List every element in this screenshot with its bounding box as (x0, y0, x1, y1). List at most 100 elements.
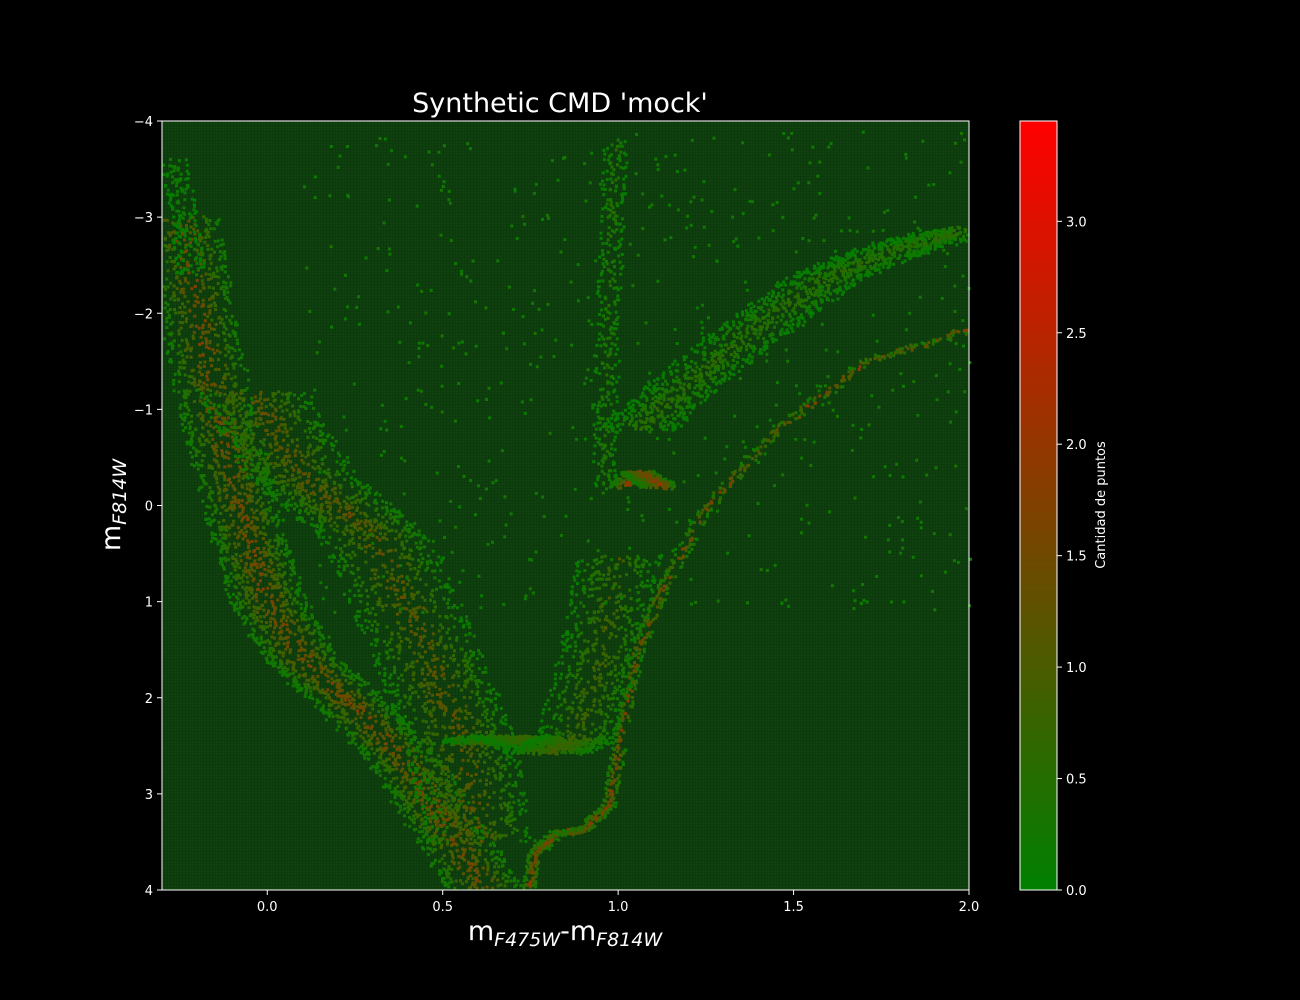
heatmap-cell (497, 857, 501, 861)
heatmap-cell (400, 574, 404, 578)
heatmap-cell (266, 586, 270, 590)
heatmap-cell (404, 741, 408, 745)
heatmap-cell (416, 762, 420, 766)
heatmap-cell (412, 828, 416, 832)
heatmap-cell (205, 410, 209, 414)
heatmap-cell (395, 727, 399, 731)
heatmap-cell (408, 824, 412, 828)
heatmap-cell (432, 861, 436, 865)
heatmap-cell (405, 722, 409, 726)
heatmap-cell (396, 683, 400, 687)
heatmap-cell (328, 696, 332, 700)
heatmap-cell (404, 527, 408, 531)
heatmap-cell (509, 755, 513, 759)
heatmap-cell (416, 745, 419, 749)
heatmap-cell (184, 426, 188, 430)
heatmap-cell (185, 226, 189, 230)
heatmap-cell (444, 615, 448, 618)
heatmap-cell (295, 444, 299, 448)
heatmap-cell (198, 343, 201, 346)
heatmap-cell (229, 572, 233, 575)
heatmap-cell (344, 678, 348, 682)
heatmap-cell (484, 849, 488, 852)
heatmap-cell (398, 635, 402, 639)
heatmap-cell (407, 749, 411, 753)
heatmap-cell (342, 568, 346, 572)
heatmap-cell (452, 649, 456, 653)
heatmap-cell (231, 555, 234, 559)
heatmap-cell (407, 527, 411, 531)
heatmap-cell (356, 623, 360, 627)
heatmap-cell (508, 725, 512, 729)
heatmap-cell (392, 507, 396, 511)
heatmap-cell (477, 821, 481, 825)
heatmap-cell (287, 400, 291, 404)
heatmap-cell (350, 706, 354, 710)
heatmap-cell (500, 789, 504, 793)
heatmap-cell (472, 726, 476, 730)
heatmap-cell (234, 398, 238, 402)
heatmap-cell (195, 450, 199, 454)
heatmap-cell (400, 595, 403, 599)
heatmap-cell (298, 418, 302, 422)
heatmap-cell (187, 243, 191, 247)
heatmap-cell (386, 721, 390, 725)
heatmap-cell (186, 268, 190, 272)
heatmap-cell (214, 304, 217, 308)
heatmap-cell (225, 421, 229, 425)
heatmap-cell (409, 664, 412, 668)
heatmap-cell (295, 518, 299, 522)
heatmap-cell (185, 229, 189, 233)
heatmap-cell (170, 331, 174, 335)
heatmap-cell (481, 723, 485, 727)
heatmap-cell (226, 434, 230, 438)
heatmap-cell (269, 624, 272, 628)
heatmap-cell (242, 397, 246, 401)
heatmap-cell (366, 594, 370, 598)
heatmap-cell (330, 560, 334, 564)
heatmap-cell (234, 557, 238, 561)
heatmap-cell (214, 443, 218, 447)
heatmap-cell (251, 578, 255, 582)
heatmap-cell (358, 491, 362, 495)
heatmap-cell (214, 504, 218, 508)
heatmap-cell (212, 518, 216, 522)
heatmap-cell (459, 647, 463, 651)
heatmap-cell (279, 619, 283, 623)
heatmap-cell (168, 308, 172, 312)
heatmap-cell (447, 872, 451, 876)
heatmap-cell (378, 524, 382, 528)
heatmap-cell (221, 563, 224, 567)
heatmap-cell (407, 791, 411, 795)
heatmap-cell (349, 675, 353, 679)
heatmap-cell (442, 660, 446, 664)
heatmap-cell (442, 806, 446, 810)
heatmap-cell (475, 703, 479, 707)
heatmap-cell (330, 690, 334, 694)
heatmap-cell (355, 675, 359, 679)
heatmap-cell (447, 685, 451, 689)
heatmap-cell (463, 804, 467, 808)
heatmap-cell (319, 665, 323, 669)
heatmap-cell (386, 579, 390, 583)
heatmap-cell (233, 495, 237, 499)
heatmap-cell (227, 346, 231, 350)
heatmap-cell (204, 236, 208, 239)
heatmap-cell (383, 532, 387, 536)
heatmap-cell (248, 549, 252, 553)
heatmap-cell (482, 704, 486, 708)
heatmap-cell (207, 420, 211, 424)
heatmap-cell (233, 421, 237, 425)
heatmap-cell (354, 501, 358, 504)
heatmap-cell (504, 722, 508, 726)
heatmap-cell (246, 420, 250, 424)
heatmap-cell (232, 519, 236, 523)
heatmap-cell (438, 808, 442, 812)
heatmap-cell (415, 659, 419, 663)
heatmap-cell (283, 480, 287, 484)
heatmap-cell (234, 362, 238, 366)
heatmap-cell (421, 704, 425, 708)
heatmap-cell (205, 220, 208, 224)
heatmap-cell (237, 498, 241, 502)
heatmap-cell (473, 884, 477, 888)
